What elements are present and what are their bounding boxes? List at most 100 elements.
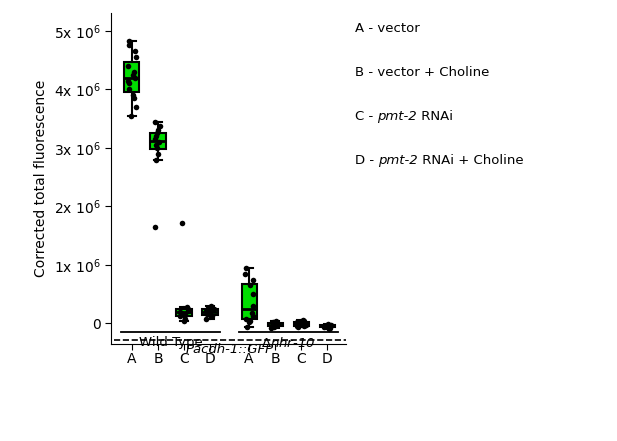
Point <box>269 320 279 327</box>
Text: Wild Type: Wild Type <box>139 336 203 349</box>
Point <box>323 321 333 328</box>
Point <box>207 303 217 310</box>
Point <box>126 112 136 119</box>
PathPatch shape <box>320 325 335 327</box>
Point <box>152 130 162 137</box>
Point <box>205 309 215 316</box>
PathPatch shape <box>125 62 139 92</box>
Point <box>249 313 259 320</box>
Point <box>130 74 140 81</box>
Point <box>203 304 213 311</box>
Point <box>245 282 255 289</box>
Point <box>247 291 257 298</box>
Point <box>271 318 281 325</box>
Text: Pacdh-1::GFP: Pacdh-1::GFP <box>186 343 274 355</box>
Point <box>124 80 134 87</box>
Point <box>244 319 254 326</box>
Point <box>266 324 276 331</box>
Point <box>325 325 334 332</box>
PathPatch shape <box>294 322 308 325</box>
Point <box>152 127 162 134</box>
Point <box>155 122 165 129</box>
Point <box>299 323 309 330</box>
Point <box>183 305 193 312</box>
Point <box>176 310 186 317</box>
PathPatch shape <box>176 309 191 316</box>
Point <box>124 38 134 45</box>
Point <box>154 138 164 146</box>
Point <box>123 62 133 69</box>
Point <box>182 303 192 310</box>
Point <box>319 322 329 329</box>
Point <box>183 307 193 314</box>
Point <box>318 323 328 330</box>
Point <box>151 133 161 140</box>
Point <box>268 319 278 326</box>
Text: C -: C - <box>355 110 377 123</box>
Point <box>207 313 217 320</box>
Point <box>125 42 135 49</box>
Point <box>150 224 160 231</box>
Point <box>205 311 215 318</box>
Point <box>129 68 139 75</box>
Point <box>300 321 310 328</box>
Point <box>292 318 302 325</box>
Point <box>131 103 141 110</box>
Point <box>151 118 160 125</box>
Point <box>244 317 254 324</box>
Point <box>241 315 251 322</box>
Point <box>152 144 162 151</box>
Point <box>201 308 211 315</box>
Point <box>321 323 331 330</box>
Point <box>175 313 185 320</box>
Text: RNAi: RNAi <box>417 110 453 123</box>
Point <box>248 303 258 310</box>
Point <box>179 317 189 324</box>
Point <box>209 306 218 313</box>
PathPatch shape <box>242 284 257 319</box>
Point <box>150 135 160 142</box>
Text: $\Delta$nhr-10: $\Delta$nhr-10 <box>261 336 315 350</box>
Point <box>298 317 308 324</box>
Point <box>273 321 283 328</box>
Point <box>299 318 309 325</box>
Point <box>130 48 140 55</box>
Point <box>153 150 163 157</box>
Point <box>325 324 334 331</box>
Point <box>247 310 257 317</box>
Point <box>129 94 139 101</box>
Point <box>293 324 303 331</box>
Point <box>124 86 134 93</box>
Text: D -: D - <box>355 154 378 167</box>
Point <box>248 276 258 283</box>
Point <box>128 71 138 78</box>
Point <box>241 264 251 271</box>
Y-axis label: Corrected total fluorescence: Corrected total fluorescence <box>35 80 48 277</box>
PathPatch shape <box>151 132 165 149</box>
Text: RNAi + Choline: RNAi + Choline <box>418 154 523 167</box>
PathPatch shape <box>268 323 283 326</box>
Point <box>177 219 187 226</box>
Point <box>202 315 212 322</box>
Point <box>268 323 278 330</box>
Point <box>299 321 308 328</box>
Point <box>180 311 190 318</box>
Point <box>151 156 161 163</box>
Text: B - vector + Choline: B - vector + Choline <box>355 66 489 79</box>
Point <box>242 324 252 331</box>
Text: A - vector: A - vector <box>355 22 420 35</box>
Point <box>128 92 138 99</box>
PathPatch shape <box>202 310 218 315</box>
Point <box>326 321 336 329</box>
Point <box>123 77 133 84</box>
Point <box>151 142 161 149</box>
Point <box>131 54 141 61</box>
Text: pmt-2: pmt-2 <box>378 154 418 167</box>
Point <box>268 321 278 329</box>
Point <box>269 322 279 329</box>
Point <box>180 315 190 322</box>
Point <box>294 320 304 327</box>
Point <box>241 270 251 277</box>
Text: pmt-2: pmt-2 <box>377 110 417 123</box>
Point <box>175 308 185 315</box>
